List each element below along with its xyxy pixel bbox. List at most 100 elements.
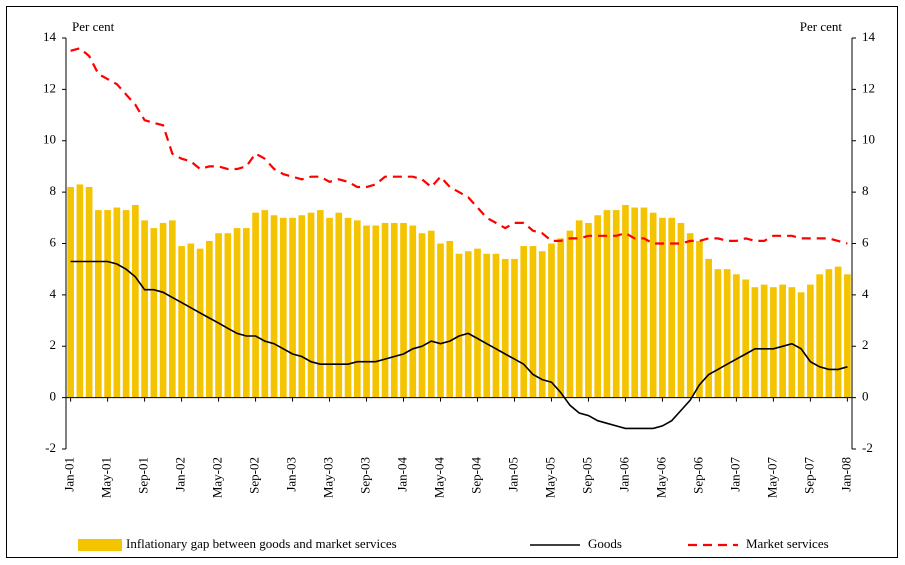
y2-tick-label: 4	[862, 286, 869, 301]
y2-axis-label: Per cent	[800, 19, 843, 34]
legend-label: Goods	[588, 536, 622, 551]
bar	[316, 210, 324, 398]
bar	[511, 258, 518, 398]
x-tick-label: Sep-02	[247, 457, 262, 494]
bar	[529, 246, 537, 398]
x-tick-label: Sep-07	[801, 457, 816, 494]
bar	[501, 258, 509, 398]
bar	[261, 210, 269, 398]
y-tick-label: 8	[50, 183, 57, 198]
y-tick-label: 0	[50, 389, 57, 404]
x-tick-label: Sep-05	[579, 457, 594, 494]
x-tick-label: Sep-01	[136, 457, 151, 494]
bar	[233, 228, 241, 398]
x-tick-label: May-06	[653, 457, 668, 499]
bar	[538, 251, 546, 398]
bar	[659, 217, 666, 398]
bar	[492, 253, 500, 398]
bar	[825, 269, 833, 398]
x-tick-label: Jan-06	[616, 457, 631, 492]
bar	[353, 220, 361, 398]
bar	[548, 243, 555, 398]
bar	[252, 212, 259, 398]
x-tick-label: Sep-04	[468, 457, 483, 494]
x-tick-label: May-03	[321, 457, 336, 498]
bar	[418, 233, 426, 398]
bar	[575, 220, 583, 398]
bar	[779, 284, 786, 398]
bar	[279, 217, 287, 398]
bar	[400, 222, 407, 398]
bar	[76, 184, 84, 398]
y2-tick-label: 14	[862, 29, 876, 44]
bar	[686, 233, 694, 398]
bar	[696, 240, 703, 398]
x-tick-label: Jan-03	[284, 457, 299, 492]
x-tick-label: Jan-04	[395, 457, 410, 492]
y2-tick-label: 6	[862, 234, 869, 249]
bar	[677, 222, 685, 398]
y-tick-label: 14	[43, 29, 57, 44]
bar	[464, 251, 472, 398]
y2-tick-label: 0	[862, 389, 869, 404]
bar	[132, 204, 139, 398]
y2-tick-label: 12	[862, 80, 875, 95]
y-axis-label: Per cent	[72, 19, 115, 34]
bar	[788, 287, 796, 398]
bar	[705, 258, 712, 398]
y2-tick-label: 8	[862, 183, 869, 198]
bar	[844, 274, 851, 398]
bar	[409, 225, 417, 398]
bar	[797, 292, 805, 398]
bar	[196, 248, 204, 398]
bar	[104, 210, 111, 398]
y-tick-label: 10	[43, 132, 56, 147]
frame	[6, 6, 898, 558]
bar	[807, 284, 814, 398]
bar	[335, 212, 343, 398]
bar	[594, 215, 602, 398]
bar	[760, 284, 768, 398]
bar	[159, 222, 167, 398]
bar	[122, 210, 130, 398]
legend-label: Inflationary gap between goods and marke…	[126, 536, 397, 551]
x-tick-label: Sep-03	[358, 457, 373, 494]
bar	[178, 246, 185, 398]
bar	[742, 279, 749, 398]
y-tick-label: 4	[50, 286, 57, 301]
y-tick-label: 12	[43, 80, 56, 95]
bar	[85, 186, 93, 398]
x-tick-label: May-01	[99, 457, 114, 498]
bar	[437, 243, 444, 398]
bar	[381, 222, 389, 398]
bar	[483, 253, 491, 398]
bar	[612, 210, 620, 398]
bar	[67, 186, 74, 398]
y2-tick-label: -2	[862, 440, 873, 455]
y-tick-label: -2	[45, 440, 56, 455]
bar	[834, 266, 842, 398]
bar	[307, 212, 315, 398]
bar	[733, 274, 740, 398]
bar	[557, 238, 565, 398]
bar	[640, 207, 648, 398]
x-tick-label: Jan-01	[62, 457, 77, 492]
bar	[215, 233, 222, 398]
bar	[270, 215, 278, 398]
bar	[751, 287, 759, 398]
line	[70, 47, 848, 245]
bar	[446, 240, 454, 398]
bar	[770, 287, 777, 398]
bar	[649, 212, 657, 398]
bar	[816, 274, 823, 398]
legend-label: Market services	[746, 536, 829, 551]
bar	[474, 248, 481, 398]
bar	[427, 230, 435, 398]
x-tick-label: May-02	[210, 457, 225, 498]
bar	[455, 253, 463, 398]
bar	[566, 230, 574, 398]
bar	[206, 240, 213, 398]
bar	[723, 269, 731, 398]
bar	[113, 207, 121, 398]
